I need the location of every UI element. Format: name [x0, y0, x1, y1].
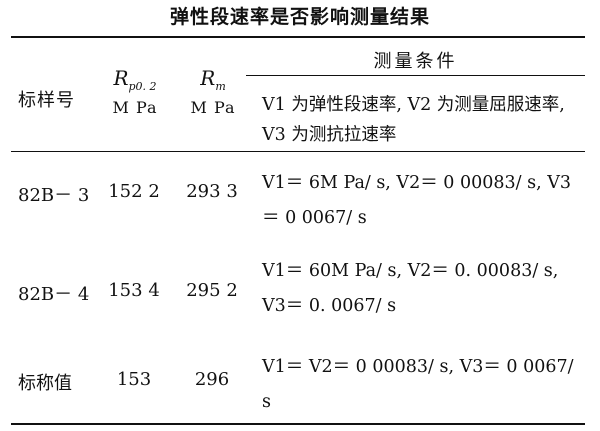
row-condition: V1＝ 6M Pa/ s, V2＝ 0 00083/ s, V3＝ 0 0067… — [262, 173, 571, 228]
bottom-rule — [11, 423, 585, 425]
row-sample: 标称值 — [18, 373, 72, 394]
top-rule — [11, 36, 585, 38]
rm-symbol: R — [200, 66, 216, 90]
header-conditions: 测量条件 — [373, 51, 458, 72]
row-rp02: 153 — [116, 369, 152, 390]
row-rp02: 152 2 — [108, 181, 160, 202]
rp-unit: M Pa — [112, 98, 158, 117]
row-rm: 293 3 — [186, 181, 238, 202]
rm-subscript: m — [215, 80, 226, 93]
row-sample: 82B－ 4 — [18, 284, 90, 305]
row-rm: 295 2 — [186, 280, 238, 301]
row-sample: 82B－ 3 — [18, 185, 90, 206]
row-rm: 296 — [194, 369, 230, 390]
conditions-description: V1 为弹性段速率, V2 为测量屈服速率, V3 为测抗拉速率 — [262, 95, 565, 145]
rp-subscript: p0. 2 — [128, 80, 157, 93]
header-sample: 标样号 — [18, 90, 75, 111]
row-condition: V1＝ 60M Pa/ s, V2＝ 0. 00083/ s, V3＝ 0. 0… — [262, 261, 559, 316]
header-rm: Rm M Pa — [178, 66, 248, 117]
row-rp02: 153 4 — [108, 280, 160, 301]
rm-unit: M Pa — [190, 98, 236, 117]
rp-symbol: R — [113, 66, 129, 90]
header-rule — [11, 151, 585, 152]
header-rp02: Rp0. 2 M Pa — [100, 66, 170, 117]
conditions-subrule — [246, 75, 585, 76]
row-condition: V1＝ V2＝ 0 00083/ s, V3＝ 0 0067/ s — [262, 357, 574, 412]
table-title: 弹性段速率是否影响测量结果 — [169, 6, 430, 28]
